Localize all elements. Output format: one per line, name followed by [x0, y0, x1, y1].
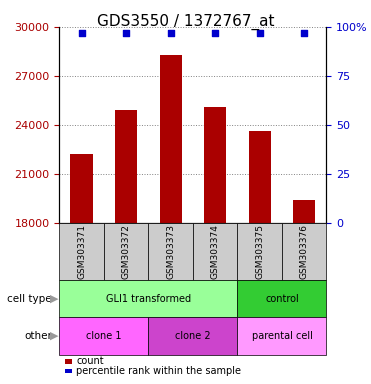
- Bar: [70, 154, 93, 223]
- Bar: [293, 200, 315, 223]
- Point: [123, 30, 129, 36]
- Text: GSM303375: GSM303375: [255, 224, 264, 279]
- Bar: [115, 110, 137, 223]
- Text: GSM303371: GSM303371: [77, 224, 86, 279]
- Point: [212, 30, 218, 36]
- Point: [79, 30, 85, 36]
- Text: GSM303372: GSM303372: [122, 224, 131, 279]
- Text: GDS3550 / 1372767_at: GDS3550 / 1372767_at: [97, 13, 274, 30]
- Text: parental cell: parental cell: [252, 331, 312, 341]
- Text: GSM303373: GSM303373: [166, 224, 175, 279]
- Text: count: count: [76, 356, 104, 366]
- Text: other: other: [24, 331, 52, 341]
- Text: control: control: [265, 293, 299, 304]
- Bar: [249, 131, 271, 223]
- Point: [168, 30, 174, 36]
- Text: GSM303374: GSM303374: [211, 224, 220, 279]
- Text: percentile rank within the sample: percentile rank within the sample: [76, 366, 241, 376]
- Text: GSM303376: GSM303376: [300, 224, 309, 279]
- Text: ▶: ▶: [50, 293, 58, 304]
- Point: [301, 30, 307, 36]
- Bar: [160, 55, 182, 223]
- Text: cell type: cell type: [7, 293, 52, 304]
- Text: GLI1 transformed: GLI1 transformed: [106, 293, 191, 304]
- Text: clone 2: clone 2: [175, 331, 211, 341]
- Bar: [204, 107, 226, 223]
- Text: clone 1: clone 1: [86, 331, 122, 341]
- Point: [257, 30, 263, 36]
- Text: ▶: ▶: [50, 331, 58, 341]
